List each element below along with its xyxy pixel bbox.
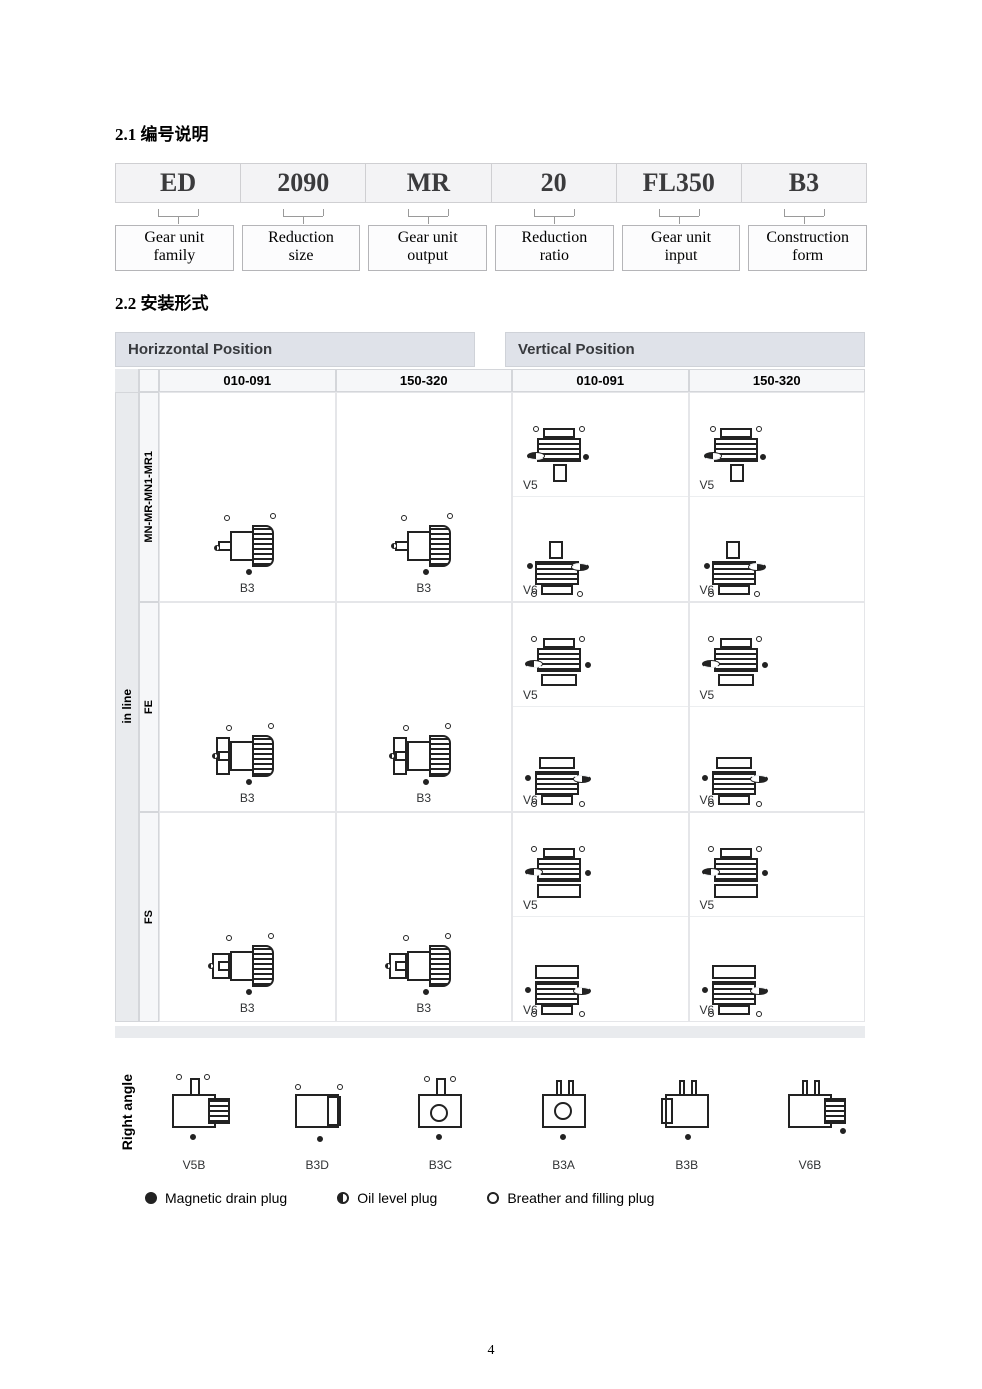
tag-v5: V5 (523, 478, 538, 492)
gear-icon (277, 1074, 357, 1154)
tag-v6: V6 (700, 793, 715, 807)
row-mn-mr: MN-MR-MN1-MR1 B3 (139, 392, 865, 602)
tag-b3: B3 (240, 581, 255, 595)
separator (115, 1026, 865, 1038)
legend-drain: Magnetic drain plug (145, 1190, 287, 1206)
position-bar: Horizzontal Position Vertical Position (115, 332, 865, 367)
gear-icon (524, 1074, 604, 1154)
lbl-input: Gear unit input (622, 225, 741, 271)
cell-r3-h2: B3 (336, 812, 513, 1022)
code-ratio: 20 (492, 164, 617, 202)
tag-b3d: B3D (306, 1158, 329, 1172)
tag-v6b: V6B (799, 1158, 822, 1172)
ra-b3c: B3C (385, 1074, 495, 1172)
ra-b3d: B3D (262, 1074, 372, 1172)
tag-b3c: B3C (429, 1158, 452, 1172)
tag-v6: V6 (523, 1003, 538, 1017)
tag-b3b: B3B (675, 1158, 698, 1172)
code-form: B3 (742, 164, 866, 202)
lbl-ratio: Reduction ratio (495, 225, 614, 271)
mounting-panel: Horizzontal Position Vertical Position 0… (115, 332, 865, 1206)
size-header: 010-091 150-320 010-091 150-320 (115, 369, 865, 392)
type-fe: FE (139, 602, 159, 812)
cell-r1-h1: B3 (159, 392, 336, 602)
size-v-a: 010-091 (512, 369, 689, 392)
tag-b3: B3 (240, 1001, 255, 1015)
gear-icon (770, 1074, 850, 1154)
gear-icon (212, 507, 282, 577)
right-angle-label: Right angle (115, 1052, 139, 1172)
tag-b3a: B3A (552, 1158, 575, 1172)
tag-v6: V6 (523, 583, 538, 597)
gear-icon (212, 717, 282, 787)
tag-v5: V5 (523, 688, 538, 702)
vertical-position-label: Vertical Position (505, 332, 865, 367)
tag-v5b: V5B (183, 1158, 206, 1172)
lbl-form: Construction form (748, 225, 867, 271)
tag-b3: B3 (240, 791, 255, 805)
cell-r2-h2: B3 (336, 602, 513, 812)
type-mn-mr: MN-MR-MN1-MR1 (139, 392, 159, 602)
tag-v5: V5 (700, 688, 715, 702)
cell-r1-v1: V5 V6 (512, 392, 689, 602)
gear-icon (154, 1074, 234, 1154)
code-output: MR (366, 164, 491, 202)
gear-icon (647, 1074, 727, 1154)
code-input: FL350 (617, 164, 742, 202)
cell-r2-h1: B3 (159, 602, 336, 812)
gear-icon (389, 507, 459, 577)
tag-v6: V6 (523, 793, 538, 807)
cell-r3-h1: B3 (159, 812, 336, 1022)
section-21-heading: 2.1 编号说明 (115, 120, 867, 145)
gear-icon (389, 717, 459, 787)
designation-labels: Gear unit family Reduction size Gear uni… (115, 225, 867, 271)
legend-breather: Breather and filling plug (487, 1190, 654, 1206)
designation-code-bar: ED 2090 MR 20 FL350 B3 (115, 163, 867, 203)
row-fs: FS B3 (139, 812, 865, 1022)
cell-r1-h2: B3 (336, 392, 513, 602)
inline-label: in line (115, 392, 139, 1022)
size-h-b: 150-320 (336, 369, 513, 392)
tag-v5: V5 (700, 478, 715, 492)
code-size: 2090 (241, 164, 366, 202)
code-family: ED (116, 164, 241, 202)
lbl-output: Gear unit output (368, 225, 487, 271)
drain-plug-icon (145, 1192, 157, 1204)
tag-b3: B3 (416, 581, 431, 595)
designation-ticks (115, 211, 867, 225)
tag-v6: V6 (700, 1003, 715, 1017)
level-plug-icon (337, 1192, 349, 1204)
gear-icon (400, 1074, 480, 1154)
tag-v5: V5 (700, 898, 715, 912)
horizontal-position-label: Horizzontal Position (115, 332, 475, 367)
breather-plug-icon (487, 1192, 499, 1204)
cell-r2-v1: V5 V6 (512, 602, 689, 812)
page-number: 4 (0, 1343, 982, 1359)
gear-icon (212, 927, 282, 997)
ra-v5b: V5B (139, 1074, 249, 1172)
row-fe: FE B3 (139, 602, 865, 812)
mounting-grid: in line MN-MR-MN1-MR1 B3 (115, 392, 865, 1022)
lbl-family: Gear unit family (115, 225, 234, 271)
cell-r2-v2: V5 V6 (689, 602, 866, 812)
gear-icon (389, 927, 459, 997)
tag-v5: V5 (523, 898, 538, 912)
tag-b3: B3 (416, 1001, 431, 1015)
section-22-heading: 2.2 安装形式 (115, 289, 867, 314)
lbl-size: Reduction size (242, 225, 361, 271)
size-h-a: 010-091 (159, 369, 336, 392)
type-fs: FS (139, 812, 159, 1022)
cell-r3-v2: V5 V6 (689, 812, 866, 1022)
ra-v6b: V6B (755, 1074, 865, 1172)
ra-b3a: B3A (509, 1074, 619, 1172)
tag-b3: B3 (416, 791, 431, 805)
tag-v6: V6 (700, 583, 715, 597)
right-angle-row: Right angle V5B B3D (115, 1052, 865, 1172)
cell-r1-v2: V5 V6 (689, 392, 866, 602)
legend-level: Oil level plug (337, 1190, 437, 1206)
ra-b3b: B3B (632, 1074, 742, 1172)
size-v-b: 150-320 (689, 369, 866, 392)
cell-r3-v1: V5 V6 (512, 812, 689, 1022)
plug-legend: Magnetic drain plug Oil level plug Breat… (115, 1190, 865, 1206)
